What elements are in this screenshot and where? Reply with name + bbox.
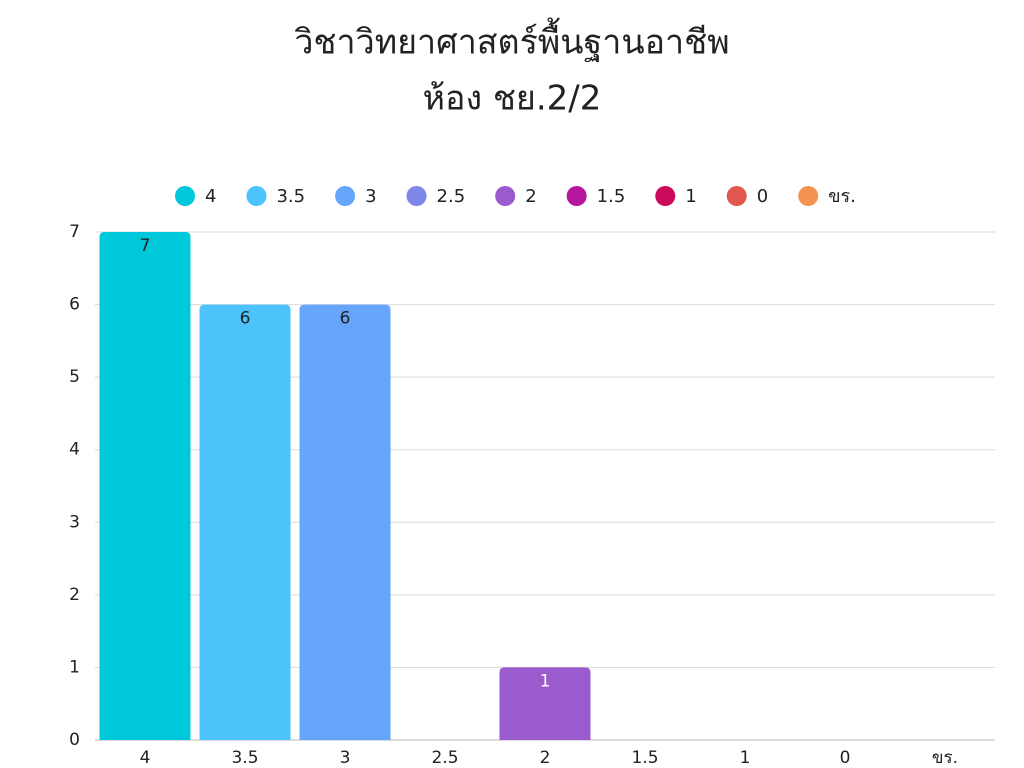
legend-label: 3 bbox=[365, 186, 376, 207]
legend-label: 2.5 bbox=[437, 186, 466, 207]
x-tick-label: 4 bbox=[140, 748, 151, 768]
legend-marker bbox=[566, 186, 587, 206]
legend-marker bbox=[406, 186, 427, 206]
y-tick-label: 3 bbox=[69, 512, 80, 532]
y-tick-label: 2 bbox=[69, 585, 80, 605]
bar bbox=[199, 304, 291, 740]
chart-title: วิชาวิทยาศาสตร์พื้นฐานอาชีพ bbox=[294, 18, 729, 63]
legend-marker bbox=[495, 186, 516, 206]
x-tick-label: ขร. bbox=[932, 748, 958, 768]
legend-marker bbox=[726, 186, 747, 206]
legend-label: 2 bbox=[525, 186, 536, 207]
legend-marker bbox=[798, 186, 819, 206]
y-tick-label: 7 bbox=[69, 222, 80, 242]
y-tick-label: 6 bbox=[69, 295, 80, 315]
legend-marker bbox=[335, 186, 356, 206]
legend-label: 0 bbox=[757, 186, 768, 207]
x-tick-label: 2 bbox=[540, 748, 551, 768]
x-tick-label: 1 bbox=[740, 748, 751, 768]
value-label: 6 bbox=[240, 309, 251, 329]
legend-label: 4 bbox=[205, 186, 216, 207]
y-tick-label: 1 bbox=[69, 657, 80, 677]
x-tick-label: 0 bbox=[840, 748, 851, 768]
x-tick-label: 3.5 bbox=[231, 748, 258, 768]
y-tick-label: 4 bbox=[69, 440, 80, 460]
y-tick-label: 0 bbox=[69, 730, 80, 750]
legend-marker bbox=[655, 186, 676, 206]
legend-label: 1 bbox=[685, 186, 696, 207]
x-tick-label: 2.5 bbox=[431, 748, 458, 768]
chart-subtitle: ห้อง ชย.2/2 bbox=[423, 79, 602, 119]
legend-label: 3.5 bbox=[276, 186, 305, 207]
value-label: 6 bbox=[340, 309, 351, 329]
legend-label: 1.5 bbox=[597, 186, 626, 207]
bar bbox=[499, 667, 591, 740]
legend-label: ขร. bbox=[828, 186, 856, 207]
value-label: 1 bbox=[540, 671, 551, 691]
legend-marker bbox=[246, 186, 267, 206]
x-tick-label: 3 bbox=[340, 748, 351, 768]
y-tick-label: 5 bbox=[69, 367, 80, 387]
bar bbox=[99, 232, 191, 740]
legend-marker bbox=[175, 186, 195, 206]
bar bbox=[299, 304, 391, 740]
x-tick-label: 1.5 bbox=[631, 748, 658, 768]
value-label: 7 bbox=[140, 236, 151, 256]
